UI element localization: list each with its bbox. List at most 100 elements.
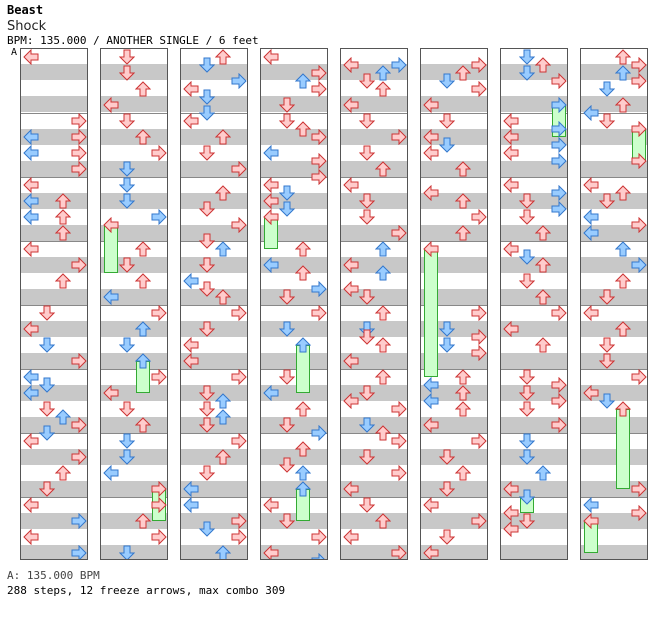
measure: [421, 113, 487, 177]
down-arrow-icon: [278, 321, 296, 337]
beat-band: [181, 353, 247, 369]
right-arrow-icon: [71, 256, 87, 274]
right-arrow-icon: [311, 128, 327, 146]
left-arrow-icon: [343, 280, 359, 298]
beat-band: [501, 225, 567, 241]
up-arrow-icon: [54, 465, 72, 481]
down-arrow-icon: [278, 369, 296, 385]
left-arrow-icon: [423, 496, 439, 514]
right-arrow-icon: [231, 368, 247, 386]
beat-band: [21, 161, 87, 177]
beat-band: [581, 161, 647, 177]
right-arrow-icon: [631, 504, 647, 522]
right-arrow-icon: [311, 168, 327, 186]
up-arrow-icon: [214, 409, 232, 425]
right-arrow-icon: [471, 344, 487, 362]
measure: [581, 113, 647, 177]
down-arrow-icon: [118, 433, 136, 449]
beat-band: [341, 225, 407, 241]
up-arrow-icon: [534, 289, 552, 305]
up-arrow-icon: [54, 273, 72, 289]
right-arrow-icon: [231, 216, 247, 234]
right-arrow-icon: [231, 432, 247, 450]
beat-band: [101, 545, 167, 559]
right-arrow-icon: [311, 80, 327, 98]
down-arrow-icon: [198, 465, 216, 481]
right-arrow-icon: [551, 184, 567, 202]
left-arrow-icon: [263, 49, 279, 66]
measure: [581, 49, 647, 113]
beat-band: [581, 449, 647, 465]
left-arrow-icon: [23, 528, 39, 546]
up-arrow-icon: [374, 265, 392, 281]
left-arrow-icon: [263, 144, 279, 162]
down-arrow-icon: [438, 321, 456, 337]
left-arrow-icon: [183, 112, 199, 130]
down-arrow-icon: [438, 73, 456, 89]
down-arrow-icon: [518, 401, 536, 417]
beat-band: [261, 96, 327, 112]
left-arrow-icon: [263, 384, 279, 402]
left-arrow-icon: [423, 96, 439, 114]
left-arrow-icon: [103, 384, 119, 402]
song-artist: Beast: [7, 3, 44, 17]
measure: [21, 113, 87, 177]
beat-band: [181, 129, 247, 145]
beat-band: [421, 64, 487, 80]
up-arrow-icon: [214, 49, 232, 65]
right-arrow-icon: [71, 416, 87, 434]
beat-band: [261, 64, 327, 80]
up-arrow-icon: [134, 513, 152, 529]
down-arrow-icon: [438, 529, 456, 545]
left-arrow-icon: [343, 480, 359, 498]
beat-band: [341, 257, 407, 273]
down-arrow-icon: [118, 257, 136, 273]
beat-band: [21, 64, 87, 80]
beat-band: [261, 481, 327, 497]
up-arrow-icon: [374, 161, 392, 177]
down-arrow-icon: [38, 401, 56, 417]
right-arrow-icon: [551, 304, 567, 322]
left-arrow-icon: [343, 392, 359, 410]
down-arrow-icon: [358, 145, 376, 161]
beat-band: [581, 321, 647, 337]
right-arrow-icon: [631, 256, 647, 274]
left-arrow-icon: [103, 96, 119, 114]
measure: [501, 305, 567, 369]
down-arrow-icon: [598, 393, 616, 409]
up-arrow-icon: [134, 353, 152, 369]
up-arrow-icon: [214, 129, 232, 145]
measure: [581, 433, 647, 497]
right-arrow-icon: [151, 144, 167, 162]
beat-band: [501, 481, 567, 497]
right-arrow-icon: [471, 56, 487, 74]
measure: [421, 177, 487, 241]
up-arrow-icon: [134, 241, 152, 257]
measure: [101, 497, 167, 559]
right-arrow-icon: [311, 152, 327, 170]
down-arrow-icon: [438, 449, 456, 465]
down-arrow-icon: [198, 257, 216, 273]
down-arrow-icon: [518, 273, 536, 289]
up-arrow-icon: [294, 337, 312, 353]
down-arrow-icon: [278, 289, 296, 305]
down-arrow-icon: [358, 449, 376, 465]
up-arrow-icon: [614, 273, 632, 289]
up-arrow-icon: [54, 409, 72, 425]
right-arrow-icon: [471, 512, 487, 530]
up-arrow-icon: [614, 65, 632, 81]
step-stats: 288 steps, 12 freeze arrows, max combo 3…: [7, 584, 286, 597]
up-arrow-icon: [614, 321, 632, 337]
beat-band: [501, 161, 567, 177]
beat-band: [421, 193, 487, 209]
measure: [21, 305, 87, 369]
song-title: Shock: [7, 19, 47, 34]
down-arrow-icon: [518, 249, 536, 265]
right-arrow-icon: [151, 208, 167, 226]
left-arrow-icon: [423, 392, 439, 410]
chart-column: [340, 48, 408, 560]
down-arrow-icon: [198, 57, 216, 73]
left-arrow-icon: [423, 544, 439, 559]
measure: [581, 177, 647, 241]
left-arrow-icon: [343, 528, 359, 546]
